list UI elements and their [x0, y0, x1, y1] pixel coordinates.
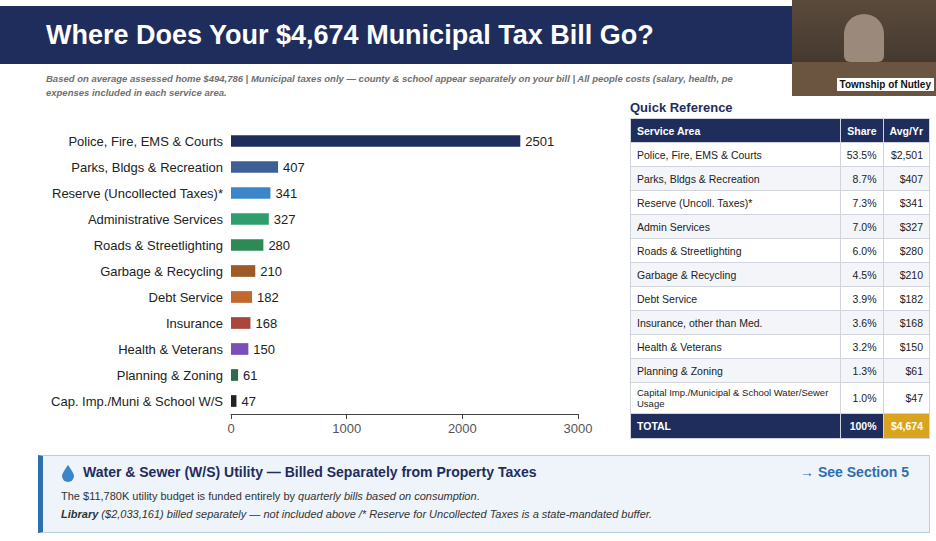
svg-text:2501: 2501	[525, 134, 554, 149]
html-text:Health & Veterans: Health & Veterans	[637, 340, 722, 353]
html-text:1.3%: 1.3%	[852, 364, 877, 377]
html-text:7.0%: 7.0%	[852, 220, 877, 233]
html-text:6.0%: 6.0%	[852, 244, 877, 257]
html-text:Quick Reference: Quick Reference	[630, 100, 733, 115]
svg-text:Planning & Zoning: Planning & Zoning	[117, 368, 223, 383]
html-text:$47: $47	[905, 392, 923, 404]
html-text:Township of Nutley: Township of Nutley	[839, 79, 931, 90]
html-text:Police, Fire, EMS & Courts: Police, Fire, EMS & Courts	[637, 148, 762, 161]
html-text:Reserve (Uncoll. Taxes)*: Reserve (Uncoll. Taxes)*	[637, 196, 753, 209]
html-text:$407: $407	[899, 172, 923, 185]
html-text:Garbage & Recycling: Garbage & Recycling	[637, 268, 737, 281]
html-text:3.9%: 3.9%	[852, 292, 877, 305]
html-text:$168: $168	[899, 316, 923, 329]
svg-text:47: 47	[241, 394, 255, 409]
html-text:Library ($2,033,161) billed se: Library ($2,033,161) billed separately —…	[61, 508, 653, 520]
svg-text:327: 327	[274, 212, 296, 227]
html-text:1.0%: 1.0%	[852, 392, 877, 404]
html-text:Share: Share	[847, 124, 877, 137]
html-text:$280: $280	[899, 244, 923, 257]
html-text:Capital Imp./Municipal & Schoo: Capital Imp./Municipal & School Water/Se…	[637, 387, 829, 409]
svg-text:Administrative Services: Administrative Services	[88, 212, 224, 227]
svg-text:407: 407	[283, 160, 305, 175]
html-text:7.3%: 7.3%	[852, 196, 877, 209]
svg-text:Insurance: Insurance	[166, 316, 223, 331]
svg-text:210: 210	[260, 264, 282, 279]
svg-text:168: 168	[255, 316, 277, 331]
html-text:$327: $327	[899, 220, 923, 233]
html-text:4.5%: 4.5%	[852, 268, 877, 281]
svg-text:2000: 2000	[448, 421, 477, 436]
svg-text:Reserve (Uncollected Taxes)*: Reserve (Uncollected Taxes)*	[52, 186, 223, 201]
svg-text:Police, Fire, EMS & Courts: Police, Fire, EMS & Courts	[68, 134, 223, 149]
html-text:Service Area: Service Area	[637, 124, 701, 137]
svg-text:Health & Veterans: Health & Veterans	[118, 342, 223, 357]
html-text:3.6%: 3.6%	[852, 316, 877, 329]
html-text:Admin Services: Admin Services	[637, 220, 710, 233]
html-text:Water & Sewer (W/S) Utility —: Water & Sewer (W/S) Utility — Billed Sep…	[83, 464, 537, 480]
svg-text:280: 280	[268, 238, 290, 253]
svg-text:Parks, Bldgs & Recreation: Parks, Bldgs & Recreation	[71, 160, 223, 175]
svg-text:182: 182	[257, 290, 279, 305]
html-text:$2,501: $2,501	[890, 148, 923, 161]
html-text:→ See Section 5: → See Section 5	[800, 464, 909, 480]
html-text:Roads & Streetlighting: Roads & Streetlighting	[637, 244, 742, 257]
html-text:expenses included in each serv: expenses included in each service area.	[46, 87, 227, 98]
html-text:Parks, Bldgs & Recreation: Parks, Bldgs & Recreation	[637, 172, 760, 185]
svg-text:150: 150	[253, 342, 275, 357]
html-text:$4,674: $4,674	[890, 420, 923, 432]
svg-text:61: 61	[243, 368, 257, 383]
html-text:Based on average assessed home: Based on average assessed home $494,786 …	[46, 73, 733, 84]
svg-text:Roads & Streetlighting: Roads & Streetlighting	[94, 238, 223, 253]
svg-text:Garbage & Recycling: Garbage & Recycling	[100, 264, 223, 279]
svg-text:3000: 3000	[564, 421, 593, 436]
html-text:The $11,780K utility budget is: The $11,780K utility budget is funded en…	[61, 490, 480, 502]
svg-text:Debt Service: Debt Service	[149, 290, 223, 305]
svg-text:Cap. Imp./Muni & School W/S: Cap. Imp./Muni & School W/S	[51, 394, 223, 409]
html-text:$341: $341	[899, 196, 923, 209]
html-text:8.7%: 8.7%	[852, 172, 877, 185]
html-text:$182: $182	[899, 292, 923, 305]
html-text:Where Does Your $4,674 Municip: Where Does Your $4,674 Municipal Tax Bil…	[46, 20, 654, 50]
html-text:100%: 100%	[849, 420, 877, 432]
html-text:TOTAL: TOTAL	[637, 420, 671, 432]
html-text:$210: $210	[899, 268, 923, 281]
svg-text:1000: 1000	[332, 421, 361, 436]
html-text:Debt Service: Debt Service	[637, 292, 698, 305]
html-text:3.2%: 3.2%	[852, 340, 877, 353]
svg-text:341: 341	[275, 186, 297, 201]
html-text:Planning & Zoning: Planning & Zoning	[637, 364, 723, 377]
svg-text:0: 0	[227, 421, 234, 436]
html-text:$61: $61	[905, 364, 923, 377]
html-text:Insurance, other than Med.: Insurance, other than Med.	[637, 316, 763, 329]
html-text:53.5%: 53.5%	[846, 148, 877, 161]
html-text:$150: $150	[899, 340, 923, 353]
html-text:Avg/Yr: Avg/Yr	[889, 124, 923, 137]
